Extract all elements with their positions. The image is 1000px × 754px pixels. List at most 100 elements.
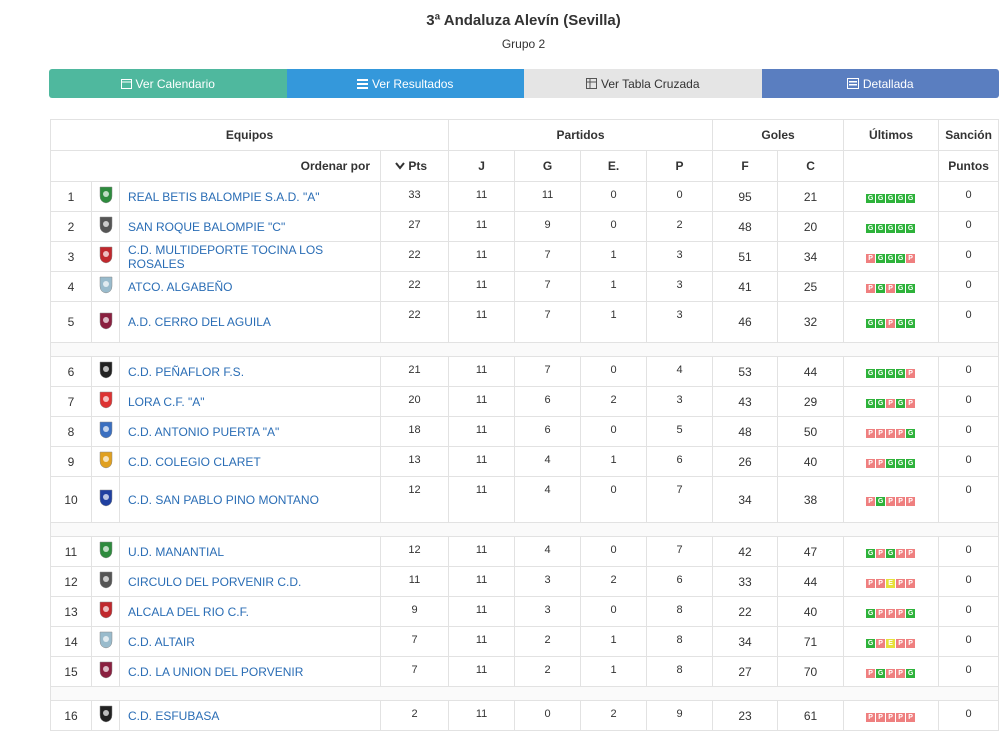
stat-e: 1 (580, 271, 648, 302)
result-badge: P (906, 496, 916, 506)
stat-g: 2 (514, 656, 582, 687)
team-name[interactable]: C.D. ALTAIR (119, 626, 381, 657)
team-name[interactable]: C.D. MULTIDEPORTE TOCINA LOS ROSALES (119, 241, 381, 272)
spacer-cell (49, 522, 1000, 537)
stat-e: 1 (580, 656, 648, 687)
result-badge: G (896, 223, 906, 233)
team-row: 11 U.D. MANANTIAL 12 11 4 0 7 42 47 G P G P P 0 (50, 536, 1000, 567)
tab-cross-table[interactable]: Ver Tabla Cruzada (524, 69, 762, 98)
tab-label: Ver Calendario (135, 76, 215, 91)
team-row: 14 C.D. ALTAIR 7 11 2 1 8 34 71 G P E P P 0 (50, 626, 1000, 657)
tab-results[interactable]: Ver Resultados (286, 69, 524, 98)
points: 11 (379, 566, 450, 597)
tab-calendar[interactable]: Ver Calendario (49, 69, 287, 98)
result-badge: G (866, 398, 876, 408)
team-row: 4 ATCO. ALGABEÑO 22 11 7 1 3 41 25 P G P G G 0 (50, 271, 1000, 302)
team-name[interactable]: REAL BETIS BALOMPIE S.A.D. "A" (119, 181, 381, 212)
result-badge: P (896, 548, 906, 558)
goals-f: 41 (712, 271, 779, 302)
position: 7 (50, 386, 92, 417)
sort-label: Ordenar por (50, 150, 381, 182)
team-row: 3 C.D. MULTIDEPORTE TOCINA LOS ROSALES 22 1… (50, 241, 1000, 272)
team-name[interactable]: C.D. COLEGIO CLARET (119, 446, 381, 477)
tab-label: Ver Tabla Cruzada (600, 76, 700, 91)
stat-g: 11 (514, 181, 582, 212)
goals-c: 71 (777, 626, 845, 657)
crest (99, 312, 112, 329)
crest-cell (91, 626, 120, 657)
position: 16 (50, 700, 92, 731)
result-badge: P (876, 458, 886, 468)
goals-f: 51 (712, 241, 779, 272)
result-badge: P (896, 496, 906, 506)
points: 33 (379, 181, 450, 212)
spacer-cell (49, 342, 1000, 357)
stat-g: 2 (514, 626, 582, 657)
sort-pts[interactable]: Pts (379, 150, 450, 182)
team-name[interactable]: C.D. LA UNION DEL PORVENIR (119, 656, 381, 687)
spacer-row (49, 342, 1000, 357)
team-name[interactable]: U.D. MANANTIAL (119, 536, 381, 567)
stat-j: 11 (448, 446, 516, 477)
team-name[interactable]: C.D. ESFUBASA (119, 700, 381, 731)
position: 12 (50, 566, 92, 597)
stat-e: 0 (580, 536, 648, 567)
team-name[interactable]: LORA C.F. "A" (119, 386, 381, 417)
stat-p: 3 (646, 271, 714, 302)
position: 2 (50, 211, 92, 242)
stat-g: 7 (514, 356, 582, 387)
header-row: Ordenar por Pts J G E. P F C Puntos (50, 150, 1000, 182)
sanction: 0 (938, 386, 1000, 417)
header-cell: Últimos (843, 119, 940, 151)
crest (99, 216, 112, 234)
team-name[interactable]: C.D. SAN PABLO PINO MONTANO (119, 476, 381, 523)
team-name[interactable]: ALCALA DEL RIO C.F. (119, 596, 381, 627)
result-badge: P (866, 428, 876, 438)
stat-e: 0 (580, 181, 648, 212)
team-row: 8 C.D. ANTONIO PUERTA "A" 18 11 6 0 5 48 50 P P P P G… (50, 416, 1000, 447)
result-badge: G (896, 283, 906, 293)
stat-p: 8 (646, 596, 714, 627)
stat-j: 11 (448, 656, 516, 687)
title: 3ª Andaluza Alevín (Sevilla) (426, 12, 621, 29)
team-name[interactable]: SAN ROQUE BALOMPIE "C" (119, 211, 381, 242)
crest (99, 246, 112, 264)
tab-detailed[interactable]: Detallada (761, 69, 999, 98)
result-badge: G (896, 458, 906, 468)
stat-j: 11 (448, 476, 516, 523)
result-badge: P (896, 712, 906, 722)
sanction: 0 (938, 566, 1000, 597)
team-name[interactable]: A.D. CERRO DEL AGUILA (119, 301, 381, 343)
tab-label: Detallada (862, 76, 914, 91)
result-badge: G (906, 193, 916, 203)
result-badge: G (886, 548, 896, 558)
team-name[interactable]: C.D. ANTONIO PUERTA "A" (119, 416, 381, 447)
crest-cell (91, 536, 120, 567)
result-badge: P (886, 283, 896, 293)
result-badge: P (876, 428, 886, 438)
result-badge: P (886, 319, 896, 328)
stat-p: 6 (646, 446, 714, 477)
points: 21 (379, 356, 450, 387)
points: 27 (379, 211, 450, 242)
team-row: 13 ALCALA DEL RIO C.F. 9 11 3 0 8 22 40 G P P P G 0 (50, 596, 1000, 627)
stat-p: 7 (646, 476, 714, 523)
points: 13 (379, 446, 450, 477)
points: 9 (379, 596, 450, 627)
position: 8 (50, 416, 92, 447)
team-name[interactable]: ATCO. ALGABEÑO (119, 271, 381, 302)
result-badge: G (886, 458, 896, 468)
stat-e: 2 (580, 566, 648, 597)
team-name[interactable]: CIRCULO DEL PORVENIR C.D. (119, 566, 381, 597)
result-badge: P (866, 668, 876, 678)
result-badge: G (866, 368, 876, 378)
team-name[interactable]: C.D. PEÑAFLOR F.S. (119, 356, 381, 387)
stat-j: 11 (448, 416, 516, 447)
stat-p: 2 (646, 211, 714, 242)
